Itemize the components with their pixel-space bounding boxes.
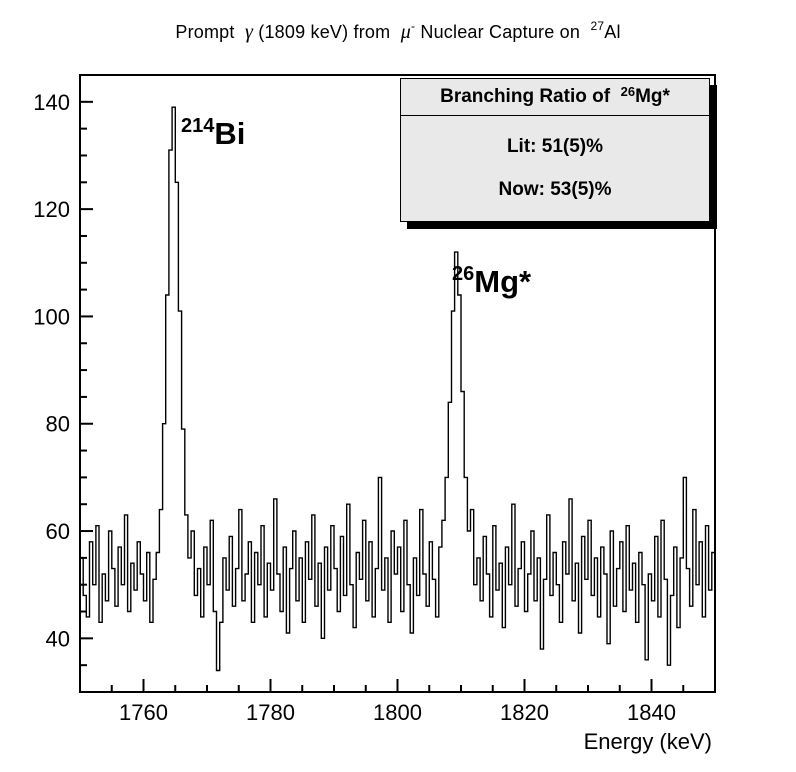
y-axis-tick-label: 120 xyxy=(33,197,70,222)
mu-charge-superscript: - xyxy=(410,19,416,33)
legend-body: Lit: 51(5)% Now: 53(5)% xyxy=(401,116,709,221)
bi-mass-superscript: 214 xyxy=(181,115,215,137)
legend-now-value: Now: 53(5)% xyxy=(498,178,612,200)
branching-ratio-legend-box: Branching Ratio of 26 Mg* Lit: 51(5)% Now… xyxy=(400,78,710,222)
histogram-line xyxy=(80,106,715,672)
legend-lit-value: Lit: 51(5)% xyxy=(506,136,604,158)
legend-header-text: Branching Ratio of xyxy=(440,86,621,107)
legend-mg-mass-superscript: 26 xyxy=(620,83,636,99)
x-axis-tick-label: 1760 xyxy=(119,700,168,725)
peak-label-bi214: 214Bi xyxy=(181,115,246,152)
legend-header: Branching Ratio of 26 Mg* xyxy=(401,79,709,116)
title-text: (1809 keV) from xyxy=(253,22,401,42)
x-axis-tick-label: 1780 xyxy=(246,700,295,725)
bi-element-label: Bi xyxy=(214,116,246,151)
peak-label-mg26: 26Mg* xyxy=(452,263,532,300)
gamma-symbol: γ xyxy=(244,21,254,43)
legend-mg-element: Mg* xyxy=(635,86,670,107)
aluminium-mass-superscript: 27 xyxy=(590,19,605,33)
x-axis-tick-label: 1800 xyxy=(373,700,422,725)
title-text: Al xyxy=(604,22,621,42)
y-axis-tick-label: 140 xyxy=(33,90,70,115)
x-axis-title: Energy (keV) xyxy=(583,729,712,754)
plot-title: Prompt γ (1809 keV) from μ- Nuclear Capt… xyxy=(0,19,796,44)
mg-mass-superscript: 26 xyxy=(452,263,475,285)
y-axis-tick-label: 100 xyxy=(33,304,70,329)
mu-symbol: μ xyxy=(400,21,411,43)
y-axis-tick-label: 60 xyxy=(46,519,70,544)
title-text: Prompt xyxy=(175,22,245,42)
title-text: Nuclear Capture on xyxy=(415,22,591,42)
y-axis-tick-label: 40 xyxy=(46,626,70,651)
y-axis-tick-label: 80 xyxy=(46,412,70,437)
x-axis-tick-label: 1820 xyxy=(500,700,549,725)
x-axis-tick-label: 1840 xyxy=(627,700,676,725)
mg-element-label: Mg* xyxy=(474,264,532,299)
